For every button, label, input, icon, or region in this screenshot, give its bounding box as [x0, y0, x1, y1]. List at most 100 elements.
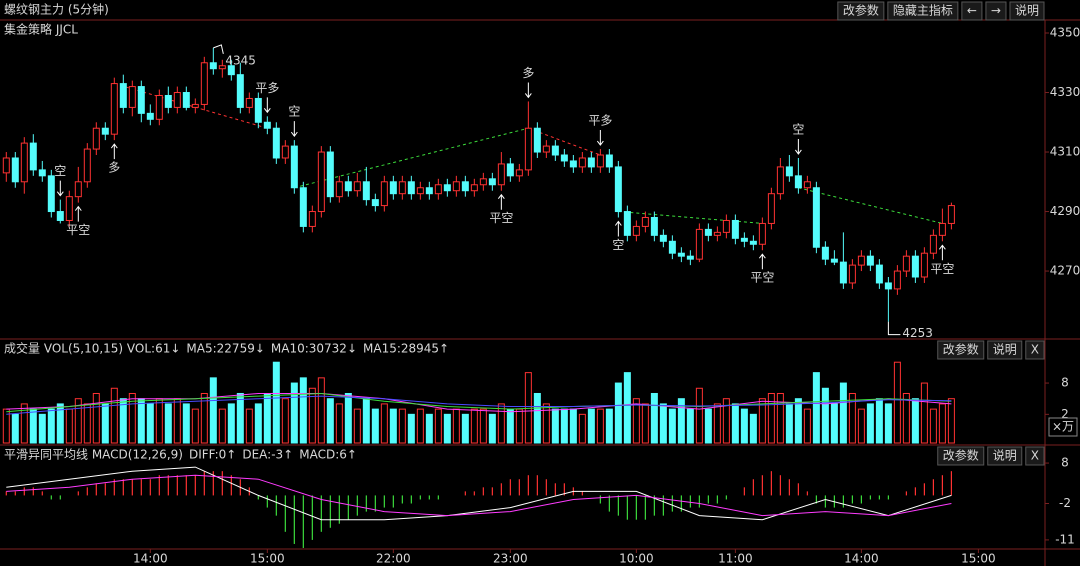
- volume-bar: [632, 398, 640, 444]
- volume-bar: [182, 403, 190, 444]
- button-label[interactable]: X: [1031, 449, 1039, 463]
- indicator-line: [6, 395, 952, 415]
- volume-bar: [749, 413, 757, 444]
- volume-bar: [821, 387, 829, 444]
- volume-bar: [362, 398, 370, 444]
- volume-bar: [56, 403, 64, 444]
- volume-bar: [623, 372, 631, 444]
- volume-bar: [29, 408, 37, 444]
- volume-bar: [695, 387, 703, 444]
- y-tick-label: 4290: [1050, 204, 1080, 218]
- candle-body: [749, 240, 757, 245]
- button-label[interactable]: →: [991, 4, 1001, 18]
- x-tick-label: 10:00: [619, 552, 654, 566]
- button-label[interactable]: 说明: [993, 448, 1017, 463]
- candle-body: [875, 264, 883, 284]
- volume-bar: [506, 408, 514, 444]
- trade-line: [798, 187, 943, 224]
- candle-body: [353, 181, 361, 192]
- volume-bar: [515, 408, 523, 444]
- button[interactable]: [1025, 340, 1045, 360]
- candle-body: [497, 163, 505, 186]
- candle-body: [848, 264, 856, 284]
- candle-body: [776, 166, 784, 195]
- unit-box: [1048, 417, 1078, 437]
- y-tick-label: 8: [1061, 456, 1069, 470]
- candle-body: [551, 145, 559, 156]
- volume-bar: [803, 408, 811, 444]
- volume-bar: [236, 392, 244, 444]
- signal-label: 空: [288, 105, 300, 119]
- volume-bar: [200, 392, 208, 444]
- volume-bar: [299, 377, 307, 444]
- candle-body: [290, 145, 298, 189]
- candle-body: [866, 255, 874, 266]
- volume-bar: [767, 392, 775, 444]
- volume-bar: [830, 403, 838, 444]
- x-tick-label: 22:00: [376, 552, 411, 566]
- volume-bar: [704, 408, 712, 444]
- volume-bar: [596, 408, 604, 444]
- volume-bar: [569, 408, 577, 444]
- y-tick-label: 2: [1061, 407, 1069, 421]
- candle-body: [713, 231, 721, 236]
- button[interactable]: [887, 1, 959, 21]
- y-tick-label: -11: [1055, 532, 1075, 546]
- volume-bar: [191, 408, 199, 444]
- button[interactable]: [987, 446, 1023, 466]
- button[interactable]: [937, 340, 985, 360]
- volume-bar: [839, 382, 847, 444]
- candle-body: [398, 181, 406, 195]
- button-label[interactable]: 说明: [993, 342, 1017, 357]
- candle-body: [569, 160, 577, 168]
- button[interactable]: [985, 1, 1007, 21]
- panel-title: 平滑异同平均线 MACD(12,26,9): [4, 448, 183, 462]
- volume-bar: [938, 403, 946, 444]
- volume-bar: [389, 408, 397, 444]
- volume-bar: [83, 403, 91, 444]
- signal-arrow: [263, 97, 271, 114]
- unit-label: ×万: [1052, 420, 1074, 434]
- button-label[interactable]: 改参数: [943, 342, 979, 357]
- volume-bar: [371, 408, 379, 444]
- volume-bar: [101, 403, 109, 444]
- candle-body: [677, 252, 685, 257]
- signal-label: 平多: [588, 114, 612, 128]
- button[interactable]: [1025, 446, 1045, 466]
- volume-bar: [560, 408, 568, 444]
- button[interactable]: [837, 1, 885, 21]
- button[interactable]: [961, 1, 983, 21]
- button-label[interactable]: X: [1031, 343, 1039, 357]
- candle-body: [812, 187, 820, 248]
- button-label[interactable]: 改参数: [943, 448, 979, 463]
- legend-entry: DIFF:0↑: [189, 448, 236, 462]
- candle-body: [416, 187, 424, 195]
- volume-bar: [92, 392, 100, 444]
- chart-title: 螺纹钢主力 (5分钟): [4, 2, 109, 17]
- y-tick-label: 4310: [1050, 145, 1080, 159]
- signal-arrow: [596, 130, 604, 146]
- signal-arrow: [938, 244, 946, 261]
- candle-body: [38, 169, 46, 177]
- volume-bar: [641, 403, 649, 444]
- button-label[interactable]: ←: [967, 4, 977, 18]
- volume-bar: [128, 392, 136, 444]
- candle-body: [470, 184, 478, 192]
- annotation: 4253: [902, 326, 933, 340]
- candle-body: [803, 181, 811, 189]
- button-label[interactable]: 隐藏主指标: [893, 3, 953, 18]
- volume-bar: [110, 387, 118, 444]
- candle-body: [596, 154, 604, 168]
- button[interactable]: [1009, 1, 1045, 21]
- volume-bar: [479, 408, 487, 444]
- volume-bar: [65, 408, 73, 444]
- button-label[interactable]: 说明: [1015, 3, 1039, 18]
- candle-body: [155, 94, 163, 120]
- volume-bar: [713, 403, 721, 444]
- button[interactable]: [937, 446, 985, 466]
- button[interactable]: [987, 340, 1023, 360]
- candle-body: [335, 181, 343, 198]
- volume-bar: [290, 382, 298, 444]
- button-label[interactable]: 改参数: [843, 3, 879, 18]
- signal-arrow: [290, 121, 298, 137]
